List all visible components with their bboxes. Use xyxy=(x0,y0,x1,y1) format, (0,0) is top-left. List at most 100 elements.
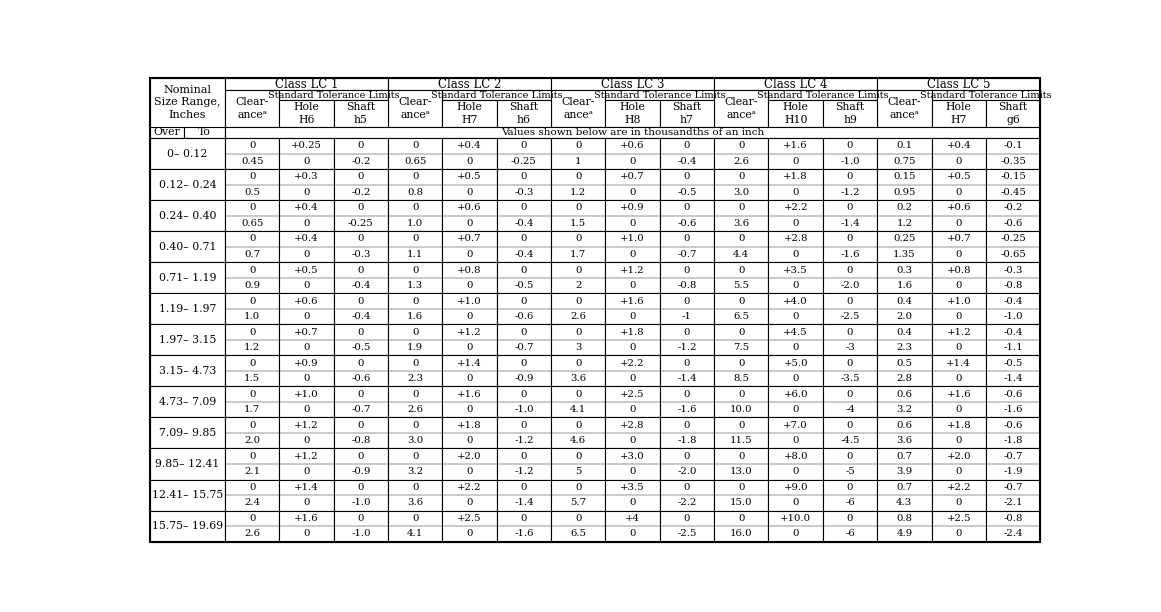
Text: 0.65: 0.65 xyxy=(404,157,426,166)
Bar xyxy=(225,386,280,417)
Text: +2.8: +2.8 xyxy=(784,234,808,244)
Bar xyxy=(878,138,931,169)
Text: +0.9: +0.9 xyxy=(294,359,319,368)
Bar xyxy=(878,356,931,386)
Text: -1.2: -1.2 xyxy=(841,188,860,197)
Text: -0.4: -0.4 xyxy=(351,281,370,290)
Text: Class LC 3: Class LC 3 xyxy=(601,78,664,91)
Bar xyxy=(714,417,769,449)
Text: 0: 0 xyxy=(520,514,527,523)
Text: +2.0: +2.0 xyxy=(946,452,971,461)
Text: 2.8: 2.8 xyxy=(896,374,913,383)
Bar xyxy=(714,510,769,542)
Text: 13.0: 13.0 xyxy=(730,468,752,476)
Text: -0.2: -0.2 xyxy=(351,157,370,166)
Text: 0: 0 xyxy=(846,390,853,398)
Text: 0: 0 xyxy=(467,281,473,290)
Text: +1.6: +1.6 xyxy=(784,141,808,151)
Text: -0.4: -0.4 xyxy=(351,312,370,321)
Bar xyxy=(769,231,823,263)
Text: 1.6: 1.6 xyxy=(896,281,913,290)
Text: Shaft
h9: Shaft h9 xyxy=(836,102,865,125)
Text: +6.0: +6.0 xyxy=(784,390,808,398)
Text: -1.8: -1.8 xyxy=(1003,436,1023,446)
Bar xyxy=(497,169,551,200)
Text: +1.0: +1.0 xyxy=(457,297,482,305)
Bar xyxy=(769,200,823,231)
Bar xyxy=(388,417,442,449)
Bar xyxy=(823,480,878,510)
Text: 0: 0 xyxy=(358,514,365,523)
Text: +4.0: +4.0 xyxy=(784,297,808,305)
Bar xyxy=(714,231,769,263)
Text: +3.5: +3.5 xyxy=(784,266,808,275)
Text: -0.6: -0.6 xyxy=(351,374,370,383)
Bar xyxy=(659,100,714,127)
Text: 0: 0 xyxy=(303,405,310,414)
Text: 0: 0 xyxy=(303,529,310,539)
Text: 0.2: 0.2 xyxy=(896,203,913,212)
Bar xyxy=(280,138,333,169)
Text: -0.3: -0.3 xyxy=(514,188,534,197)
Text: 0: 0 xyxy=(629,188,636,197)
Text: 0.75: 0.75 xyxy=(893,157,916,166)
Text: 0: 0 xyxy=(629,529,636,539)
Text: +0.7: +0.7 xyxy=(457,234,482,244)
Text: +0.5: +0.5 xyxy=(294,266,319,275)
Bar xyxy=(551,91,605,127)
Text: +2.5: +2.5 xyxy=(946,514,971,523)
Bar xyxy=(497,231,551,263)
Text: 0: 0 xyxy=(303,498,310,507)
Bar xyxy=(769,510,823,542)
Text: 0: 0 xyxy=(846,420,853,430)
Text: 0: 0 xyxy=(248,203,255,212)
Text: 0: 0 xyxy=(248,390,255,398)
Bar xyxy=(225,169,280,200)
Text: 0: 0 xyxy=(846,234,853,244)
Text: -1.6: -1.6 xyxy=(677,405,697,414)
Text: 0.45: 0.45 xyxy=(240,157,264,166)
Text: 0.5: 0.5 xyxy=(244,188,260,197)
Text: 0: 0 xyxy=(575,203,582,212)
Text: -0.5: -0.5 xyxy=(1003,359,1023,368)
Text: -4.5: -4.5 xyxy=(841,436,860,446)
Bar xyxy=(823,324,878,356)
Text: 3.0: 3.0 xyxy=(408,436,424,446)
Text: 1.5: 1.5 xyxy=(570,219,586,228)
Text: 0: 0 xyxy=(303,250,310,259)
Bar xyxy=(986,231,1040,263)
Bar xyxy=(150,169,225,200)
Bar xyxy=(605,231,659,263)
Bar xyxy=(388,200,442,231)
Text: -0.7: -0.7 xyxy=(351,405,370,414)
Bar xyxy=(605,138,659,169)
Text: -1.4: -1.4 xyxy=(1003,374,1023,383)
Text: 0: 0 xyxy=(303,374,310,383)
Text: -0.7: -0.7 xyxy=(514,343,534,352)
Text: Standard Tolerance Limits: Standard Tolerance Limits xyxy=(268,91,399,100)
Text: -1.9: -1.9 xyxy=(1003,468,1023,476)
Bar xyxy=(497,510,551,542)
Text: 0: 0 xyxy=(793,312,799,321)
Bar xyxy=(878,449,931,480)
Text: 0: 0 xyxy=(358,203,365,212)
Text: 0: 0 xyxy=(846,452,853,461)
Bar xyxy=(878,91,931,127)
Text: 0: 0 xyxy=(412,420,418,430)
Bar xyxy=(333,138,388,169)
Bar xyxy=(659,356,714,386)
Text: 0: 0 xyxy=(684,141,690,151)
Text: +1.8: +1.8 xyxy=(457,420,482,430)
Text: -0.7: -0.7 xyxy=(1003,483,1023,492)
Text: -1.6: -1.6 xyxy=(841,250,860,259)
Text: 0: 0 xyxy=(467,219,473,228)
Text: -0.9: -0.9 xyxy=(351,468,370,476)
Text: 5.5: 5.5 xyxy=(734,281,749,290)
Text: -0.15: -0.15 xyxy=(1000,173,1026,181)
Bar xyxy=(769,100,823,127)
Text: 0: 0 xyxy=(248,173,255,181)
Text: +0.3: +0.3 xyxy=(294,173,319,181)
Text: 1.19– 1.97: 1.19– 1.97 xyxy=(159,304,216,314)
Bar xyxy=(769,138,823,169)
Text: +0.4: +0.4 xyxy=(457,141,482,151)
